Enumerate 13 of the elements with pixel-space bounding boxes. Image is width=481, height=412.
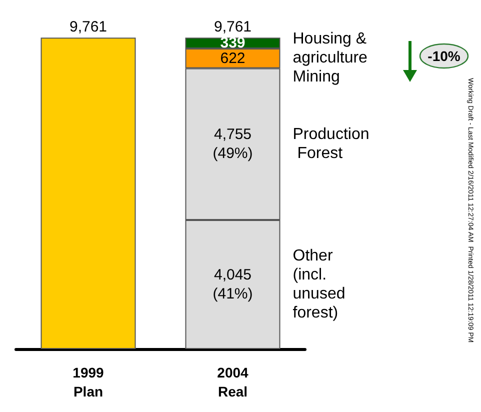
series-label: Mining: [292, 68, 340, 86]
series-label: Other (incl. unused forest): [292, 247, 346, 322]
data-label: 339: [220, 34, 246, 52]
text: -10%: [428, 48, 461, 64]
x-tick-label: 1999 Plan: [72, 364, 104, 400]
data-label: 622: [220, 50, 246, 67]
data-label: 4,755 (49%): [212, 126, 253, 162]
total-label: 9,761: [69, 18, 108, 36]
x-tick-label: 2004 Real: [217, 364, 249, 400]
series-label: Housing & agriculture: [292, 30, 368, 67]
series-label: Production Forest: [292, 126, 370, 162]
total-label: 9,761: [214, 18, 252, 36]
data-label: 4,045 (41%): [212, 266, 253, 302]
